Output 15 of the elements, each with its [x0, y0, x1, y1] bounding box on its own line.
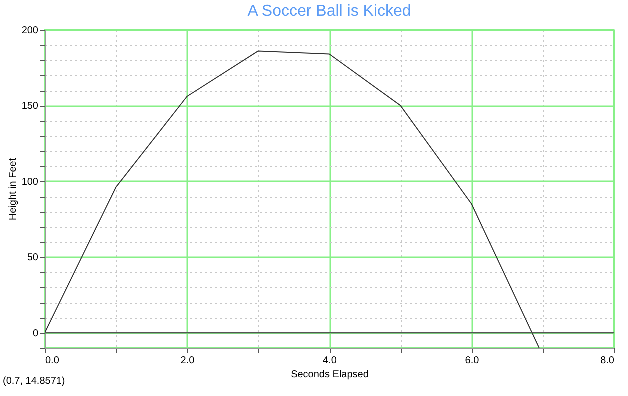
y-axis-title: Height in Feet [8, 158, 19, 221]
x-tick-label: 6.0 [465, 356, 480, 366]
text: (0.7, 14.8571) [3, 376, 66, 387]
x-tick-label: 8.0 [600, 356, 615, 366]
y-tick-label: 100 [22, 176, 39, 188]
x-tick-label: 4.0 [323, 356, 338, 366]
x-tick-label: 0.0 [46, 356, 60, 366]
y-tick-label: 50 [27, 252, 39, 264]
y-tick-label: 0 [32, 328, 39, 340]
y-tick-label: 200 [22, 26, 39, 36]
x-tick-label: 2.0 [180, 356, 196, 366]
chart-title: A Soccer Ball is Kicked [248, 3, 412, 20]
x-axis-title: Seconds Elapsed [291, 370, 369, 380]
line-series [45, 50, 540, 348]
y-tick-label: 150 [22, 101, 39, 112]
